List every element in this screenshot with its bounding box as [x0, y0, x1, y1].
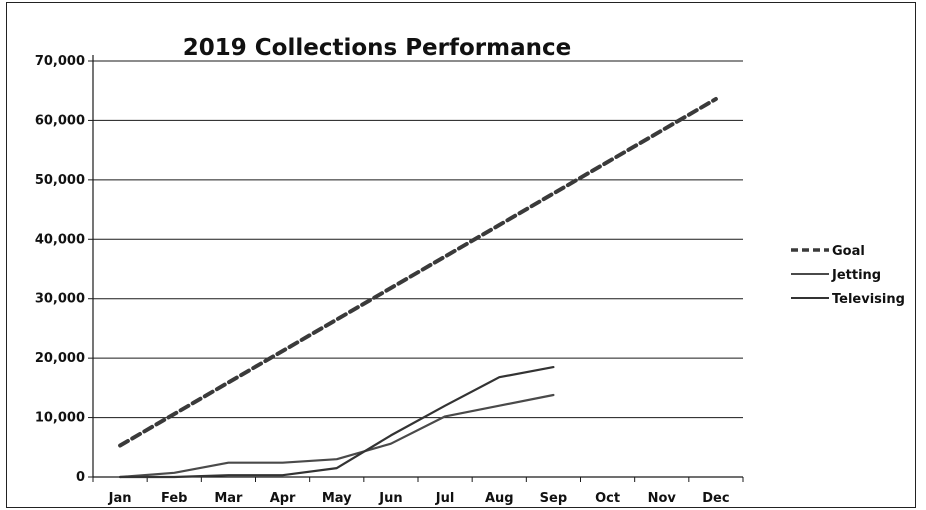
x-tick-label: Jan: [108, 491, 132, 506]
gridlines: [93, 60, 743, 419]
x-tick-label: Sep: [540, 491, 568, 506]
x-tick-label: Apr: [270, 491, 296, 506]
x-tick-label: Oct: [595, 491, 620, 506]
x-tick-label: Aug: [485, 491, 514, 506]
x-tick-label: Jun: [378, 491, 402, 506]
y-tick-label: 70,000: [35, 54, 85, 69]
line-chart: 0 10,000 20,000 30,000 40,000 50,000 60,000 70,…: [35, 35, 905, 506]
x-tick-label: Dec: [702, 491, 729, 506]
series-line-goal: [118, 97, 718, 448]
y-tick-label: 0: [76, 470, 85, 485]
series-line-jetting: [118, 393, 555, 479]
legend: Goal Jetting Televising: [791, 244, 905, 307]
legend-label-televising: Televising: [832, 292, 905, 307]
x-tick-label: Nov: [648, 491, 677, 506]
x-tick-label: May: [322, 491, 352, 506]
y-tick-label: 60,000: [35, 113, 85, 128]
chart-title: 2019 Collections Performance: [183, 35, 572, 61]
series-line-televising: [118, 366, 555, 479]
y-tick-label: 50,000: [35, 173, 85, 188]
axes: [92, 55, 743, 478]
series-lines: [118, 97, 718, 479]
x-tick-label: Feb: [161, 491, 187, 506]
chart-frame: 0 10,000 20,000 30,000 40,000 50,000 60,000 70,…: [6, 2, 916, 508]
x-tick-label: Jul: [435, 491, 455, 506]
y-axis-ticks: 0 10,000 20,000 30,000 40,000 50,000 60,000 70,…: [35, 54, 93, 485]
y-tick-label: 40,000: [35, 232, 85, 247]
legend-label-jetting: Jetting: [831, 268, 881, 283]
y-tick-label: 10,000: [35, 411, 85, 426]
y-tick-label: 30,000: [35, 292, 85, 307]
legend-label-goal: Goal: [832, 244, 865, 259]
y-tick-label: 20,000: [35, 351, 85, 366]
x-axis-ticks: Jan Feb Mar Apr May Jun Jul Aug Sep Oct Nov Dec: [92, 477, 744, 506]
x-tick-label: Mar: [214, 491, 243, 506]
